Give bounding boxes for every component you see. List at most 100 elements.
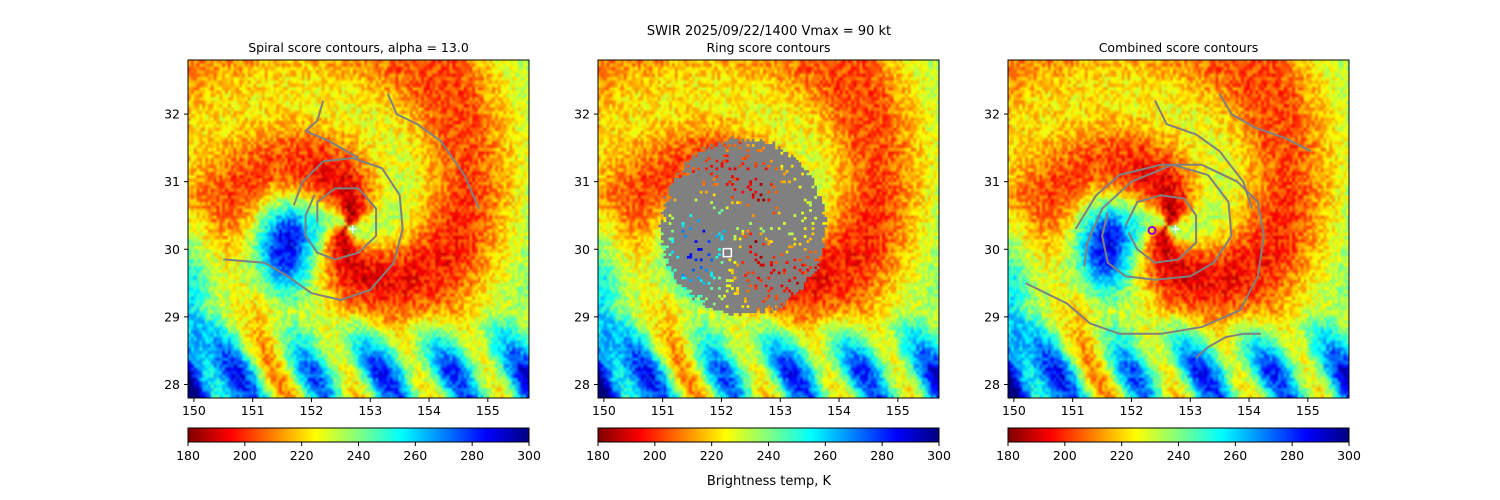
ring-speckle [759, 149, 763, 152]
ring-speckle [671, 229, 674, 233]
colorbar-tick-label: 280 [460, 448, 484, 463]
ring-speckle [806, 201, 810, 204]
colorbar [1007, 427, 1350, 443]
ring-speckle [754, 253, 758, 256]
ring-speckle [777, 227, 781, 230]
ring-speckle [660, 232, 664, 236]
ring-speckle [762, 162, 765, 165]
ring-speckle [699, 294, 703, 298]
ring-speckle [764, 297, 768, 301]
ring-speckle [681, 224, 685, 228]
ring-speckle [733, 167, 737, 171]
ring-speckle [689, 279, 693, 282]
ring-speckle [749, 188, 752, 191]
ring-speckle [673, 198, 677, 202]
ring-speckle [806, 240, 810, 243]
ring-speckle [746, 149, 750, 152]
ring-speckle [715, 235, 719, 238]
ring-speckle [780, 167, 784, 171]
ring-speckle [728, 180, 732, 184]
score-contour [304, 100, 359, 159]
ring-speckle [788, 289, 791, 293]
axes-frame [597, 59, 940, 399]
ring-speckle [681, 172, 685, 176]
ring-speckle [720, 237, 724, 241]
ring-speckle [788, 180, 791, 184]
ring-speckle [793, 258, 797, 262]
ring-speckle [738, 245, 742, 249]
y-tick-label: 29 [984, 309, 1000, 324]
ring-speckle [702, 180, 706, 184]
ring-speckle [697, 294, 700, 298]
ring-speckle [733, 237, 737, 241]
ring-speckle [814, 258, 817, 262]
ring-speckle [788, 154, 791, 158]
ring-speckle [720, 235, 724, 238]
ring-speckle [744, 297, 747, 301]
ring-speckle [754, 240, 758, 243]
ring-speckle [707, 281, 711, 285]
ring-speckle [775, 297, 778, 301]
ring-speckle [767, 294, 771, 298]
ring-speckle [723, 144, 726, 147]
ring-speckle [689, 253, 693, 256]
ring-speckle [705, 297, 708, 301]
x-tick-label: 150 [1002, 403, 1026, 418]
ring-speckle [801, 211, 804, 215]
ring-speckle [679, 172, 682, 176]
ring-speckle [718, 253, 721, 256]
x-tick-label: 154 [827, 403, 851, 418]
ring-speckle [707, 157, 711, 160]
colorbar-tick-label: 180 [176, 448, 200, 463]
ring-speckle [689, 289, 693, 293]
y-tick-label: 28 [574, 377, 590, 392]
ring-speckle [793, 276, 797, 280]
ring-speckle [725, 149, 729, 152]
ring-speckle [814, 250, 817, 254]
colorbar-label: Brightness temp, K [707, 474, 832, 489]
ring-speckle [689, 255, 693, 259]
colorbar [597, 427, 940, 443]
ring-speckle [770, 271, 773, 275]
ring-speckle [689, 214, 693, 217]
x-tick-label: 153 [768, 403, 792, 418]
ring-speckle [712, 302, 716, 306]
ring-speckle [723, 154, 726, 158]
ring-speckle [746, 289, 750, 293]
ring-speckle [725, 305, 729, 308]
ring-speckle [702, 229, 706, 233]
ring-speckle [725, 279, 729, 282]
ring-speckle [741, 229, 745, 233]
ring-speckle [746, 279, 750, 282]
ring-speckle [725, 154, 729, 158]
score-contour [1195, 332, 1261, 359]
ring-speckle [770, 240, 773, 243]
center-plus-marker [348, 225, 357, 233]
ring-speckle [811, 185, 815, 189]
ring-speckle [814, 216, 817, 220]
ring-speckle [785, 250, 789, 254]
ring-speckle [668, 237, 672, 241]
ring-speckle [783, 222, 786, 225]
colorbar-tick-label: 300 [517, 448, 541, 463]
ring-speckle [723, 159, 726, 163]
ring-speckle [736, 263, 739, 267]
ring-speckle [764, 284, 768, 288]
ring-speckle [793, 294, 797, 298]
ring-speckle [663, 245, 667, 249]
score-contour [386, 93, 480, 210]
ring-speckle [754, 287, 758, 290]
y-tick-label: 28 [984, 377, 1000, 392]
ring-speckle [767, 240, 771, 243]
ring-speckle [785, 170, 789, 173]
ring-speckle [715, 175, 719, 178]
ring-speckle [702, 183, 706, 186]
y-tick-label: 28 [164, 377, 180, 392]
ring-speckle [720, 310, 724, 314]
x-tick-label: 151 [651, 403, 675, 418]
score-contour [1218, 93, 1312, 153]
ring-speckle [718, 211, 721, 215]
x-tick-label: 150 [182, 403, 206, 418]
ring-speckle [764, 237, 768, 241]
ring-speckle [806, 255, 810, 259]
